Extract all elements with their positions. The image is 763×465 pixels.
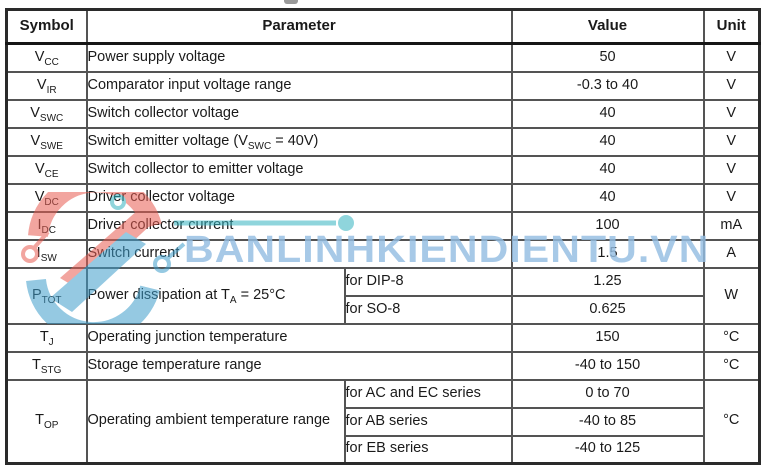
parameter-cell: Driver collector voltage — [85, 182, 513, 213]
table-row: TSTG Storage temperature range -40 to 150 °… — [5, 350, 761, 381]
table-row: VCE Switch collector to emitter voltage 40… — [5, 154, 761, 185]
value-cell: -0.3 to 40 — [510, 70, 705, 101]
symbol-cell: VCE — [5, 154, 88, 185]
symbol-cell: VCC — [5, 42, 88, 73]
parameter-cell: Power dissipation at TA = 25°C — [85, 266, 346, 325]
value-cell: 1.25 — [510, 266, 705, 297]
table-row: VCC Power supply voltage 50 V — [5, 42, 761, 73]
parameter-cell: Switch emitter voltage (VSWC = 40V) — [85, 126, 513, 157]
header-unit: Unit — [702, 8, 761, 45]
table-header-row: Symbol Parameter Value Unit — [5, 8, 761, 45]
symbol-cell: ISW — [5, 238, 88, 269]
table-row: VIR Comparator input voltage range -0.3 to… — [5, 70, 761, 101]
table-sub-row: for AB series -40 to 85 — [7, 406, 760, 437]
value-cell: 50 — [510, 42, 705, 73]
unit-cell: °C — [702, 322, 761, 353]
unit-cell: °C — [702, 350, 761, 381]
table-header: Symbol Parameter Value Unit — [5, 8, 761, 45]
parameter-cell: Storage temperature range — [85, 350, 513, 381]
symbol-cell: PTOT — [5, 266, 88, 325]
table-row: TOP Operating ambient temperature range fo… — [5, 378, 761, 465]
table-row: TJ Operating junction temperature 150 °C — [5, 322, 761, 353]
unit-cell: °C — [702, 378, 761, 465]
symbol-cell: TOP — [5, 378, 88, 465]
absolute-maximum-ratings-table: Symbol Parameter Value Unit VCC Power sup… — [5, 8, 762, 465]
header-value: Value — [510, 8, 705, 45]
table-row: VDC Driver collector voltage 40 V — [5, 182, 761, 213]
symbol-cell: VSWC — [5, 98, 88, 129]
parameter-cell: Operating ambient temperature range — [85, 378, 346, 465]
symbol-cell: VDC — [5, 182, 88, 213]
table-row: VSWC Switch collector voltage 40 V — [5, 98, 761, 129]
condition-cell: for DIP-8 — [343, 266, 513, 297]
unit-cell: V — [702, 154, 761, 185]
table-row: ISW Switch current 1.5 A — [5, 238, 761, 269]
value-cell: 0.625 — [510, 294, 705, 325]
unit-cell: V — [702, 98, 761, 129]
unit-cell: A — [702, 238, 761, 269]
value-cell: 100 — [510, 210, 705, 241]
unit-cell: V — [702, 126, 761, 157]
condition-cell: for AC and EC series — [343, 378, 513, 409]
parameter-cell: Power supply voltage — [85, 42, 513, 73]
parameter-cell: Operating junction temperature — [85, 322, 513, 353]
parameter-cell: Switch current — [85, 238, 513, 269]
value-cell: 40 — [510, 182, 705, 213]
value-cell: 150 — [510, 322, 705, 353]
parameter-cell: Driver collector current — [85, 210, 513, 241]
value-cell: 0 to 70 — [510, 378, 705, 409]
unit-cell: V — [702, 70, 761, 101]
unit-cell: W — [702, 266, 761, 325]
symbol-cell: VIR — [5, 70, 88, 101]
condition-cell: for SO-8 — [343, 294, 513, 325]
parameter-cell: Switch collector voltage — [85, 98, 513, 129]
value-cell: 40 — [510, 98, 705, 129]
cropped-title-artifact — [284, 0, 298, 4]
symbol-cell: TSTG — [5, 350, 88, 381]
value-cell: 40 — [510, 154, 705, 185]
header-parameter: Parameter — [85, 8, 513, 45]
condition-cell: for AB series — [343, 406, 513, 437]
unit-cell: V — [702, 42, 761, 73]
symbol-cell: IDC — [5, 210, 88, 241]
unit-cell: mA — [702, 210, 761, 241]
value-cell: -40 to 85 — [510, 406, 705, 437]
table-body: VCC Power supply voltage 50 V VIR Comparator … — [5, 42, 761, 465]
value-cell: 40 — [510, 126, 705, 157]
value-cell: 1.5 — [510, 238, 705, 269]
symbol-cell: VSWE — [5, 126, 88, 157]
value-cell: -40 to 150 — [510, 350, 705, 381]
table-row: PTOT Power dissipation at TA = 25°C for DI… — [5, 266, 761, 325]
condition-cell: for EB series — [343, 434, 513, 465]
table-sub-row: for EB series -40 to 125 — [7, 434, 760, 465]
table-sub-row: for SO-8 0.625 — [7, 294, 760, 325]
header-symbol: Symbol — [5, 8, 88, 45]
parameter-cell: Comparator input voltage range — [85, 70, 513, 101]
symbol-cell: TJ — [5, 322, 88, 353]
unit-cell: V — [702, 182, 761, 213]
table-row: VSWE Switch emitter voltage (VSWC = 40V) 4… — [5, 126, 761, 157]
table-row: IDC Driver collector current 100 mA — [5, 210, 761, 241]
parameter-cell: Switch collector to emitter voltage — [85, 154, 513, 185]
value-cell: -40 to 125 — [510, 434, 705, 465]
